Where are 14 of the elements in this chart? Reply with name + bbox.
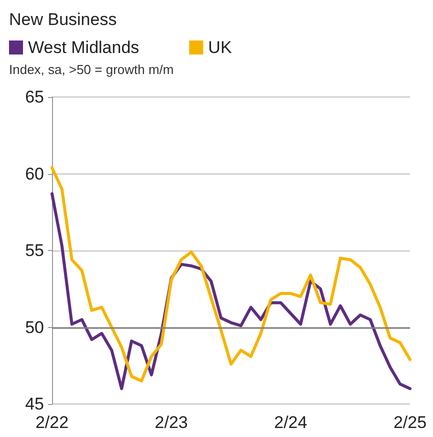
legend-label: West Midlands xyxy=(28,38,140,57)
y-tick-label: 65 xyxy=(25,88,44,106)
y-tick-label: 45 xyxy=(25,394,44,414)
legend-label: UK xyxy=(208,38,232,57)
x-tick-label: 2/22 xyxy=(35,413,69,432)
x-tick-label: 2/25 xyxy=(393,413,427,432)
x-tick-label: 2/24 xyxy=(274,413,308,432)
line-series xyxy=(50,166,412,382)
chart-title: New Business xyxy=(9,10,117,29)
x-tick-label: 2/23 xyxy=(154,413,188,432)
y-tick-label: 60 xyxy=(25,164,44,184)
chart-subtitle: Index, sa, >50 = growth m/m xyxy=(9,62,174,77)
y-tick-label: 55 xyxy=(25,241,44,260)
y-tick-label: 50 xyxy=(25,318,44,337)
